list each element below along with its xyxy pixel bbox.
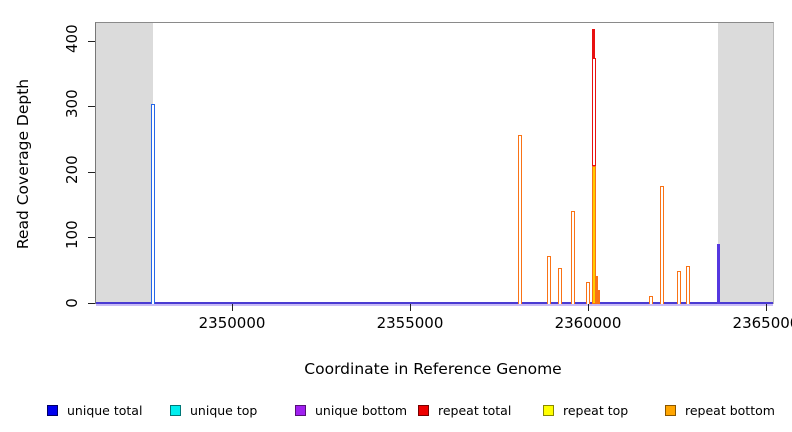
spike-repeat_bottom (558, 267, 563, 304)
legend-swatch-icon (418, 404, 429, 416)
x-axis-label: Coordinate in Reference Genome (304, 360, 562, 378)
legend-swatch-icon (295, 404, 306, 416)
legend-label: unique total (67, 402, 143, 418)
legend-item: unique total (47, 402, 142, 418)
spike-unique_total (150, 104, 155, 304)
spike-repeat-bottom (591, 166, 596, 304)
spike-step (152, 105, 155, 114)
legend-label: repeat total (438, 402, 512, 418)
legend-label: repeat bottom (685, 402, 775, 418)
y-tick-label: 300 (63, 89, 81, 119)
legend-swatch-icon (543, 404, 554, 416)
legend-label: repeat top (563, 402, 629, 418)
spike-repeat-total (591, 58, 596, 167)
legend-swatch-icon (47, 404, 58, 416)
y-tick (88, 237, 95, 239)
spike-repeat_bottom (685, 266, 690, 304)
legend-item: unique top (170, 402, 257, 418)
legend-swatch-icon (170, 404, 181, 416)
spike-repeat-top-inner (593, 167, 595, 303)
y-tick (88, 171, 95, 173)
spike-repeat_bottom (570, 210, 575, 304)
x-tick (587, 304, 589, 311)
legend-item: repeat total (418, 402, 511, 418)
x-tick-label: 2350000 (198, 314, 266, 332)
spike-repeat_bottom (517, 135, 522, 304)
plot-area (95, 22, 774, 306)
spike-repeat_bottom (547, 256, 552, 304)
spike-repeat_bottom (586, 282, 591, 304)
x-tick (232, 304, 234, 311)
legend-item: repeat bottom (665, 402, 775, 418)
spike-repeat_bottom (597, 289, 601, 304)
y-tick-label: 400 (63, 24, 81, 53)
spike-repeat_bottom (677, 271, 682, 304)
y-tick (88, 106, 95, 108)
legend-label: unique bottom (315, 402, 408, 418)
x-tick-label: 2355000 (376, 314, 444, 332)
spike-repeat_bottom (594, 276, 598, 304)
y-tick (88, 40, 95, 42)
spike-unique_bottom (716, 244, 720, 304)
masked-region (718, 23, 773, 302)
legend-label: unique top (190, 402, 258, 418)
legend: unique total unique top unique bottom repea… (0, 402, 792, 422)
baseline-shadow (96, 304, 773, 306)
y-tick (88, 303, 95, 304)
x-tick-label: 2360000 (554, 314, 622, 332)
masked-region (96, 23, 153, 302)
legend-item: unique bottom (295, 402, 407, 418)
y-axis-label: Read Coverage Depth (14, 78, 32, 250)
y-tick-label: 100 (63, 220, 81, 250)
spike-repeat-total-cap (592, 28, 596, 59)
baseline-unique-bottom (96, 302, 773, 304)
legend-swatch-icon (665, 404, 676, 416)
legend-item: repeat top (543, 402, 628, 418)
x-tick (410, 304, 411, 311)
spike-repeat_bottom (659, 186, 664, 304)
spike-repeat_bottom (648, 296, 653, 304)
y-tick-label: 200 (63, 155, 81, 184)
x-tick (765, 304, 767, 311)
y-tick-label: 0 (63, 298, 81, 308)
